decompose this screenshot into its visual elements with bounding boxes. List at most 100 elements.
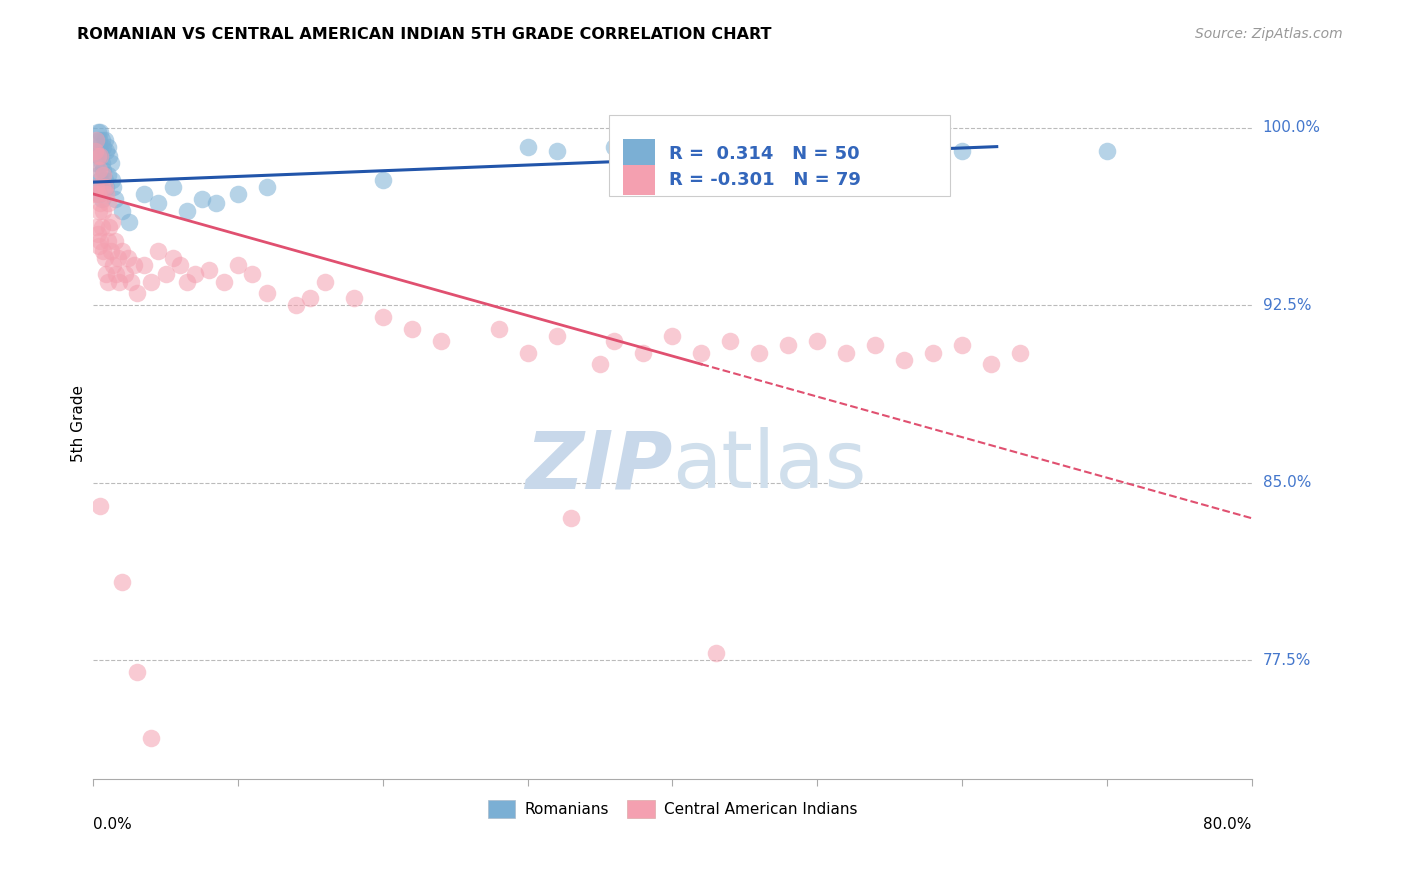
Point	[84, 179, 107, 194]
Point	[162, 251, 184, 265]
Point	[690, 345, 713, 359]
Point	[87, 186, 110, 201]
Point	[83, 186, 105, 201]
Point	[111, 203, 134, 218]
Text: R = -0.301   N = 79: R = -0.301 N = 79	[669, 171, 860, 189]
Point	[148, 244, 170, 258]
Point	[863, 338, 886, 352]
Point	[84, 220, 107, 235]
Point	[893, 352, 915, 367]
Point	[97, 139, 120, 153]
Point	[91, 244, 114, 258]
FancyBboxPatch shape	[623, 165, 655, 194]
Point	[111, 575, 134, 590]
Point	[950, 145, 973, 159]
Point	[139, 275, 162, 289]
Text: 100.0%: 100.0%	[1263, 120, 1320, 136]
Point	[90, 192, 112, 206]
Point	[91, 203, 114, 218]
Point	[198, 262, 221, 277]
Point	[103, 258, 125, 272]
Point	[87, 203, 110, 218]
Point	[371, 310, 394, 324]
Point	[120, 275, 142, 289]
Point	[922, 345, 945, 359]
Point	[103, 179, 125, 194]
Point	[516, 139, 538, 153]
Point	[84, 156, 107, 170]
Point	[205, 196, 228, 211]
Point	[429, 334, 451, 348]
Point	[97, 168, 120, 182]
Point	[108, 275, 131, 289]
Point	[690, 139, 713, 153]
Text: atlas: atlas	[672, 427, 866, 505]
Point	[98, 220, 121, 235]
Point	[589, 357, 612, 371]
Text: 0.0%: 0.0%	[93, 817, 132, 832]
Point	[343, 291, 366, 305]
Point	[84, 132, 107, 146]
Point	[94, 173, 117, 187]
Point	[90, 179, 112, 194]
Point	[191, 192, 214, 206]
Text: ROMANIAN VS CENTRAL AMERICAN INDIAN 5TH GRADE CORRELATION CHART: ROMANIAN VS CENTRAL AMERICAN INDIAN 5TH …	[77, 27, 772, 42]
Text: 85.0%: 85.0%	[1263, 475, 1310, 491]
Point	[633, 345, 655, 359]
Point	[89, 500, 111, 514]
Point	[100, 156, 122, 170]
Point	[806, 334, 828, 348]
Point	[603, 334, 626, 348]
Point	[96, 179, 118, 194]
Point	[546, 329, 568, 343]
Point	[401, 322, 423, 336]
Point	[284, 298, 307, 312]
Point	[633, 145, 655, 159]
Point	[96, 186, 118, 201]
Point	[117, 251, 139, 265]
FancyBboxPatch shape	[609, 115, 950, 196]
Point	[100, 244, 122, 258]
Point	[89, 125, 111, 139]
Point	[86, 186, 108, 201]
Point	[90, 156, 112, 170]
Point	[83, 145, 105, 159]
Point	[256, 179, 278, 194]
Point	[488, 322, 510, 336]
Point	[835, 345, 858, 359]
Point	[516, 345, 538, 359]
Point	[87, 149, 110, 163]
Text: R =  0.314   N = 50: R = 0.314 N = 50	[669, 145, 859, 162]
Point	[97, 196, 120, 211]
Point	[90, 132, 112, 146]
Point	[748, 145, 770, 159]
Point	[212, 275, 235, 289]
Text: 92.5%: 92.5%	[1263, 298, 1312, 313]
Point	[96, 145, 118, 159]
Point	[560, 511, 582, 525]
Point	[97, 275, 120, 289]
Point	[86, 149, 108, 163]
Point	[863, 145, 886, 159]
Point	[176, 275, 198, 289]
Point	[94, 132, 117, 146]
Point	[87, 132, 110, 146]
Point	[169, 258, 191, 272]
Point	[603, 139, 626, 153]
Point	[111, 244, 134, 258]
Point	[89, 196, 111, 211]
FancyBboxPatch shape	[623, 139, 655, 169]
Point	[104, 192, 127, 206]
Legend: Romanians, Central American Indians: Romanians, Central American Indians	[481, 794, 863, 824]
Point	[86, 139, 108, 153]
Point	[718, 334, 741, 348]
Point	[132, 258, 155, 272]
Point	[661, 329, 683, 343]
Point	[950, 338, 973, 352]
Y-axis label: 5th Grade: 5th Grade	[72, 385, 86, 462]
Point	[176, 203, 198, 218]
Point	[148, 196, 170, 211]
Text: Source: ZipAtlas.com: Source: ZipAtlas.com	[1195, 27, 1343, 41]
Point	[734, 145, 756, 159]
Point	[139, 731, 162, 746]
